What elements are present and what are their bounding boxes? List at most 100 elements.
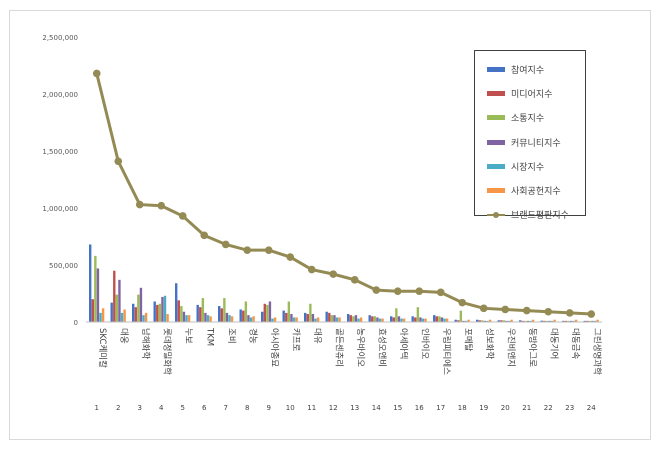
y-tick-label: 2,000,000 [42, 91, 78, 99]
bar [309, 303, 312, 322]
bar [175, 283, 178, 322]
bar [201, 298, 205, 322]
bar [421, 318, 425, 322]
bar [478, 320, 481, 322]
bar [156, 304, 159, 322]
bar [443, 318, 446, 322]
bar [574, 319, 578, 322]
bar [144, 312, 148, 322]
bar [445, 318, 449, 322]
bar [204, 312, 207, 322]
x-category-label: 그린생명과학 [591, 328, 602, 375]
bar [225, 312, 229, 322]
line-point [436, 288, 445, 297]
bar [220, 308, 223, 322]
bar [158, 303, 162, 322]
bar [252, 316, 255, 322]
bar [392, 317, 395, 322]
bar [588, 320, 592, 322]
line-point [544, 307, 553, 316]
bar [368, 315, 371, 322]
bar [91, 299, 94, 322]
legend-swatch [487, 163, 505, 169]
legend-swatch [487, 90, 505, 96]
x-rank-label: 1 [95, 404, 99, 412]
x-rank-label: 4 [159, 404, 164, 412]
x-category-label: 골든센츄리 [333, 328, 344, 367]
bar [572, 320, 575, 322]
bar [295, 317, 298, 322]
bar [163, 295, 167, 322]
bar [596, 319, 599, 322]
bar [359, 317, 363, 322]
bar [543, 320, 546, 322]
line-point [565, 309, 574, 317]
bar [454, 319, 457, 322]
bar [271, 318, 274, 322]
x-rank-label: 19 [479, 404, 488, 412]
x-category-label: 아시아종묘 [269, 328, 280, 367]
bar [185, 315, 188, 322]
bar [352, 316, 355, 322]
bar [510, 319, 513, 322]
bar [325, 311, 328, 322]
x-category-label: 포메탈 [462, 328, 472, 352]
bar [459, 310, 463, 322]
x-rank-label: 8 [245, 404, 249, 412]
bar [357, 318, 360, 322]
legend-item: 미디어지수 [487, 81, 585, 105]
bar [505, 320, 508, 322]
legend-swatch [487, 211, 505, 218]
y-tick-label: 0 [74, 319, 78, 327]
line-point [415, 287, 424, 296]
bar [290, 314, 293, 322]
bar [354, 315, 358, 322]
x-rank-label: 3 [138, 404, 142, 412]
bar [550, 320, 554, 322]
y-tick-label: 1,000,000 [42, 205, 78, 213]
bar [330, 315, 334, 322]
line-point [479, 304, 488, 313]
bar [381, 318, 384, 322]
line-series [92, 69, 596, 318]
bar [166, 314, 169, 322]
x-rank-label: 7 [224, 404, 228, 412]
bar [390, 316, 393, 322]
x-rank-label: 16 [415, 404, 424, 412]
bar [457, 320, 460, 322]
bar [268, 301, 272, 322]
bar [218, 306, 221, 322]
bar [483, 320, 487, 322]
x-category-label: 누보 [183, 328, 193, 344]
bar [371, 316, 374, 322]
bar [402, 318, 406, 322]
bar [548, 320, 551, 322]
y-axis: 0 500,000 1,000,000 1,500,000 2,000,000 2,500… [42, 34, 78, 327]
bar [583, 320, 586, 322]
x-rank-label: 24 [587, 404, 596, 412]
bar [120, 312, 124, 322]
bar [113, 270, 116, 322]
line-point [286, 253, 295, 261]
bar [180, 306, 183, 322]
bar-marks [89, 244, 599, 322]
bar [132, 303, 135, 322]
legend-label: 사회공헌지수 [511, 187, 561, 198]
bar [249, 317, 253, 322]
bar [306, 314, 309, 322]
bar [524, 320, 527, 322]
x-rank-label: 17 [436, 404, 445, 412]
bar [142, 315, 145, 322]
line-point [307, 265, 316, 274]
bar [338, 317, 341, 322]
line-point [92, 69, 101, 78]
bar [134, 307, 137, 322]
bar [263, 303, 266, 322]
bar [311, 314, 315, 322]
bar [373, 316, 377, 322]
bar [282, 310, 285, 322]
x-rank-label: 12 [329, 404, 338, 412]
bar [228, 315, 231, 322]
x-category-label: 농우바이오 [355, 328, 366, 367]
x-category-label: 동방아그로 [527, 328, 538, 367]
